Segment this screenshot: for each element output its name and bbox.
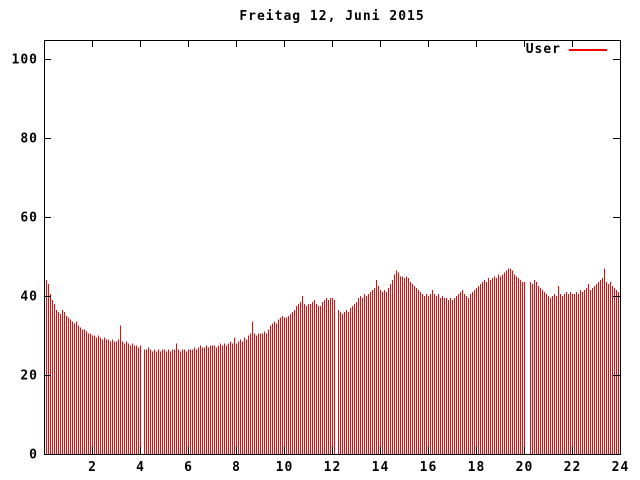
y-axis-tick-label: 20 [20,369,38,384]
x-axis-tick-label: 14 [372,460,390,475]
y-axis-tick-label: 40 [20,290,38,305]
x-axis-tick-label: 22 [564,460,582,475]
x-axis-tick-label: 20 [516,460,534,475]
x-axis-tick-label: 6 [184,460,193,475]
x-axis-tick-label: 12 [324,460,342,475]
x-axis-tick-label: 4 [136,460,145,475]
legend-label: User [525,42,561,57]
x-axis-tick-label: 24 [612,460,630,475]
x-axis-tick-label: 2 [88,460,97,475]
chart-title: Freitag 12, Juni 2015 [239,9,425,24]
legend-line-sample [569,48,607,51]
y-axis-tick-label: 80 [20,132,38,147]
x-axis-tick-label: 18 [468,460,486,475]
y-axis-tick-label: 100 [12,53,38,68]
x-axis-tick-label: 8 [232,460,241,475]
legend: User [526,42,607,57]
y-axis-tick-label: 0 [29,448,38,463]
x-axis-tick-label: 16 [420,460,438,475]
y-axis-tick-label: 60 [20,211,38,226]
x-axis-tick-label: 10 [276,460,294,475]
